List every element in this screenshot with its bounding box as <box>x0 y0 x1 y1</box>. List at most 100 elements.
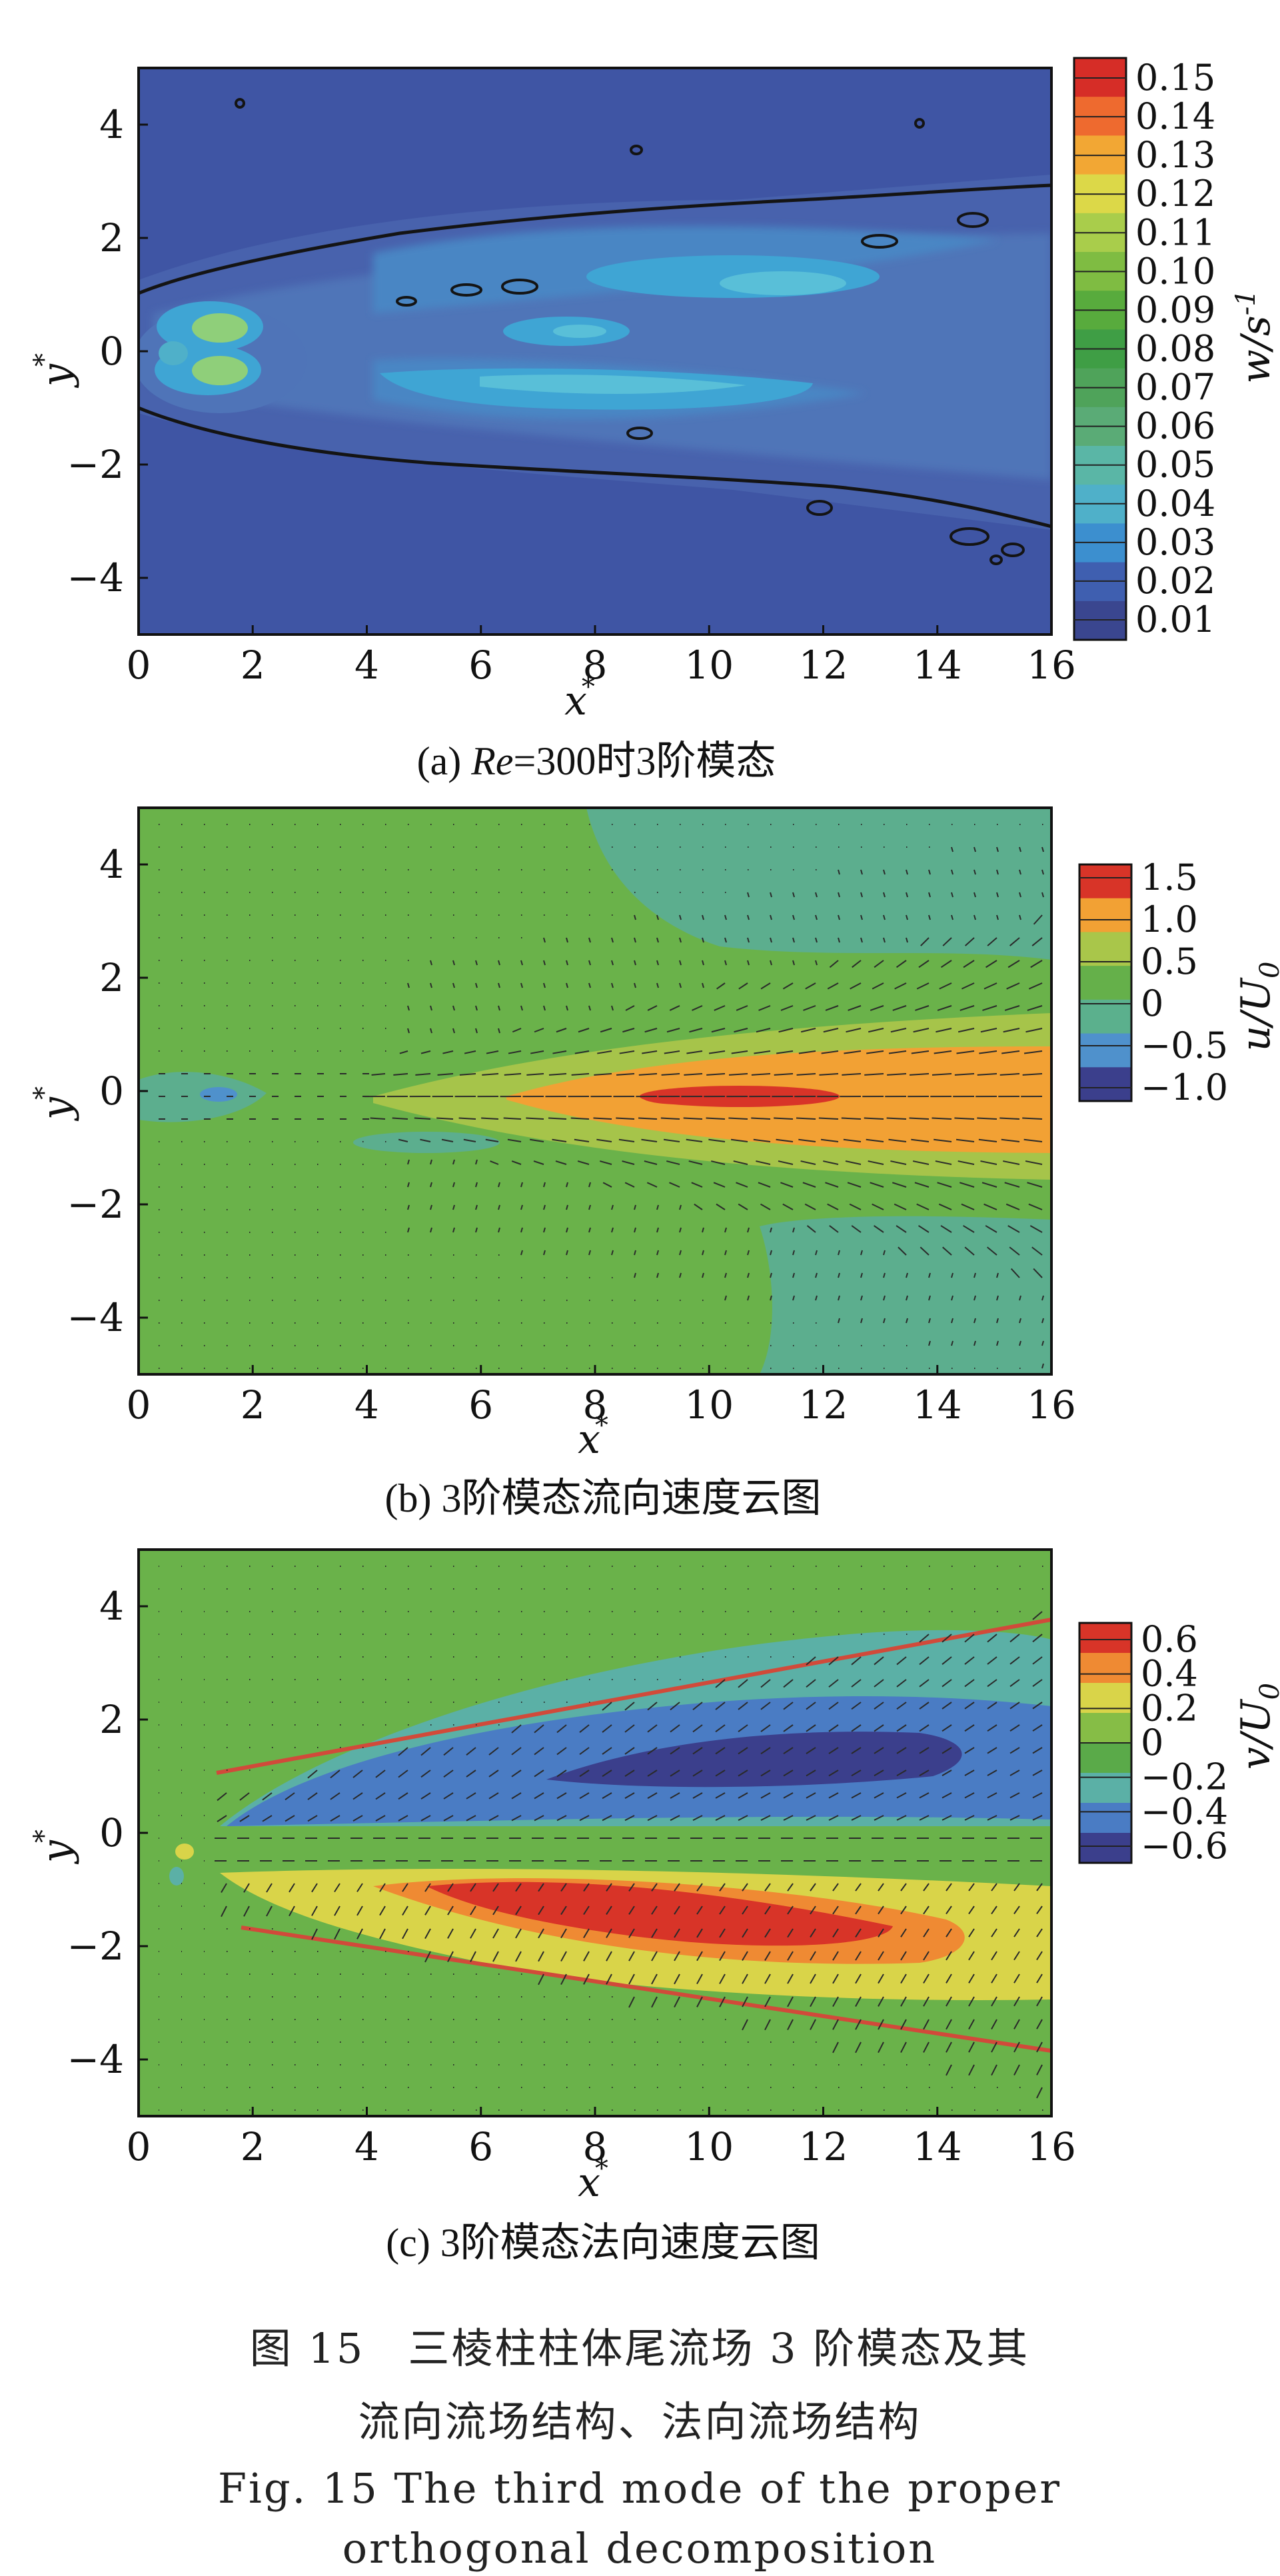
vector-arrow <box>964 1747 975 1754</box>
vector-arrow <box>1036 2019 1043 2029</box>
vector-arrow <box>399 1050 408 1054</box>
vector-arrow <box>651 1996 658 2008</box>
vector-arrow <box>634 914 636 920</box>
vector-arrow <box>538 1883 544 1892</box>
vector-arrow <box>874 1679 884 1688</box>
vector-arrow <box>800 1160 816 1165</box>
vector-arrow <box>770 892 772 898</box>
vector-arrow <box>1004 1005 1020 1011</box>
vector-arrow <box>900 1951 907 1961</box>
vector-arrow <box>964 1792 975 1799</box>
vector-arrow <box>896 1770 907 1777</box>
x-tick-label: 8 <box>583 643 608 688</box>
vector-arrow <box>900 1973 907 1984</box>
vector-arrow <box>566 937 568 943</box>
vector-arrow <box>289 1906 295 1917</box>
vector-arrow <box>1019 1340 1021 1346</box>
x-tick-label: 10 <box>684 643 734 688</box>
vector-arrow <box>738 1724 748 1732</box>
vector-arrow <box>1041 892 1044 898</box>
vector-arrow <box>832 2041 839 2053</box>
vector-arrow <box>937 1005 952 1011</box>
vector-arrow <box>611 937 614 943</box>
vector-arrow <box>792 1227 795 1233</box>
vector-arrow <box>641 1138 658 1142</box>
vector-arrow <box>855 1996 862 2007</box>
vector-arrow <box>624 1747 635 1755</box>
y-tick-label: 0 <box>99 1810 124 1856</box>
vector-arrow <box>588 960 591 966</box>
vector-arrow <box>307 1815 318 1822</box>
vector-arrow <box>987 1770 997 1776</box>
vector-arrow <box>507 1138 522 1142</box>
vector-arrow <box>951 846 954 852</box>
vector-arrow <box>619 1050 635 1054</box>
vector-arrow <box>628 1883 635 1892</box>
vector-arrow <box>868 1028 884 1033</box>
vector-arrow <box>874 1702 884 1710</box>
vector-arrow <box>738 1815 748 1821</box>
vector-arrow <box>738 1770 748 1777</box>
vector-arrow <box>815 914 818 920</box>
vector-arrow <box>520 960 523 966</box>
vector-arrow <box>1032 1611 1043 1620</box>
vector-arrow <box>991 1973 997 1983</box>
vector-arrow <box>940 960 952 968</box>
vector-arrow <box>330 1815 340 1822</box>
colorbar-label: −0.5 <box>1141 1024 1228 1066</box>
vector-arrow <box>896 1656 907 1666</box>
vector-arrow <box>420 1770 431 1778</box>
vector-arrow <box>946 1906 952 1915</box>
vector-arrow <box>511 1770 522 1778</box>
vector-arrow <box>492 1951 499 1962</box>
vector-arrow <box>991 2041 997 2053</box>
vector-arrow <box>266 1883 273 1893</box>
vector-arrow <box>747 960 750 966</box>
vector-arrow <box>919 1702 930 1710</box>
vector-arrow <box>644 1028 658 1033</box>
vector-arrow <box>669 1182 680 1188</box>
vector-arrow <box>851 1815 862 1821</box>
vector-arrow <box>890 1160 907 1165</box>
vector-arrow <box>738 982 748 990</box>
vector-arrow <box>679 1227 682 1233</box>
vector-arrow <box>475 1028 478 1034</box>
vector-arrow <box>806 1225 816 1233</box>
vector-arrow <box>913 1028 930 1033</box>
vector-arrow <box>466 1792 476 1800</box>
vector-arrow <box>987 937 997 946</box>
vector-arrow <box>606 1906 612 1915</box>
vector-arrow <box>606 1883 612 1892</box>
vector-arrow <box>624 1702 635 1711</box>
vector-arrow <box>900 2041 907 2053</box>
vector-arrow <box>398 1747 408 1756</box>
vector-arrow <box>1009 1815 1020 1821</box>
vector-arrow <box>1032 1815 1043 1821</box>
vector-arrow <box>647 1770 658 1777</box>
vector-arrow <box>526 1117 544 1120</box>
vector-arrow <box>475 960 478 966</box>
vector-arrow <box>898 1246 907 1256</box>
vector-arrow <box>696 1928 703 1938</box>
vector-arrow <box>999 1117 1020 1120</box>
vector-arrow <box>764 1883 771 1892</box>
colorbar-swatch <box>1079 864 1131 899</box>
vector-arrow <box>855 1883 862 1892</box>
vector-arrow <box>851 1724 862 1732</box>
panel-c-xlabel: x* <box>578 2153 608 2206</box>
figure-caption: 图 15 三棱柱柱体尾流场 3 阶模态及其 流向流场结构、法向流场结构 Fig.… <box>218 2324 1059 2573</box>
vector-arrow <box>980 1028 997 1033</box>
vector-arrow <box>289 1883 295 1893</box>
vector-arrow <box>888 1138 907 1142</box>
vector-arrow <box>588 1182 591 1188</box>
vector-arrow <box>896 1792 907 1799</box>
vector-arrow <box>526 1073 544 1076</box>
vector-arrow <box>715 1724 726 1733</box>
vector-arrow <box>806 1702 816 1710</box>
vector-arrow <box>666 1028 680 1033</box>
vector-arrow <box>447 1883 454 1892</box>
vector-arrow <box>906 892 908 898</box>
vector-arrow <box>625 1005 635 1011</box>
vector-arrow <box>482 1073 499 1076</box>
vector-arrow <box>954 1117 975 1120</box>
